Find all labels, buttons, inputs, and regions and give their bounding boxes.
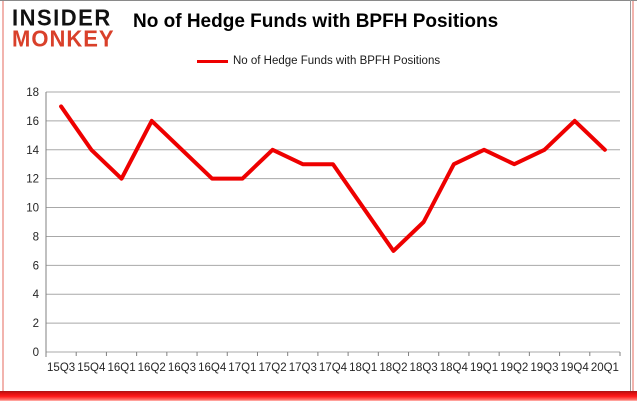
x-axis-tick-label: 16Q2 [138,362,166,374]
x-axis-tick-label: 18Q3 [410,362,438,374]
legend-line-swatch [197,59,228,63]
x-axis-tick-label: 19Q3 [530,362,558,374]
x-axis-tick-label: 17Q3 [289,362,317,374]
legend-label: No of Hedge Funds with BPFH Positions [233,55,441,67]
x-axis-tick-label: 18Q2 [379,362,407,374]
x-axis-tick-label: 16Q1 [107,362,135,374]
y-axis-tick-label: 8 [33,231,39,243]
x-axis-tick-label: 19Q2 [500,362,528,374]
y-axis-tick-label: 6 [33,260,39,272]
logo-word-insider: INSIDER [12,4,112,31]
frame-right-gray-border [630,0,631,392]
x-axis-tick-label: 19Q1 [470,362,498,374]
x-axis-tick-label: 15Q4 [77,362,106,374]
logo-word-monkey: MONKEY [12,25,115,52]
bottom-red-bar [0,391,637,401]
x-axis-tick-label: 16Q4 [198,362,227,374]
insider-monkey-logo: INSIDER MONKEY [12,4,115,52]
x-axis-tick-label: 20Q1 [591,362,619,374]
y-axis-tick-label: 16 [26,116,39,128]
y-axis-tick-label: 10 [26,203,39,215]
series-line [59,104,607,253]
frame-right-pink-border [632,1,634,393]
frame-top-border [0,0,637,1]
x-axis-tick-label: 18Q1 [349,362,377,374]
chart-legend: No of Hedge Funds with BPFH Positions [197,55,440,67]
x-axis-tick-label: 18Q4 [440,362,469,374]
y-axis-tick-label: 18 [26,87,39,99]
x-axis-tick-label: 17Q4 [319,362,348,374]
x-axis-tick-label: 17Q2 [259,362,287,374]
y-axis-tick-label: 12 [26,174,39,186]
x-axis-tick-label: 15Q3 [47,362,75,374]
chart-title: No of Hedge Funds with BPFH Positions [133,11,499,32]
y-axis-tick-label: 14 [26,145,39,157]
y-axis-tick-label: 4 [33,289,40,301]
y-axis-tick-label: 0 [33,347,39,359]
frame-left-border [2,1,4,393]
y-axis-tick-label: 2 [33,318,39,330]
x-axis-tick-label: 17Q1 [228,362,256,374]
x-axis-tick-label: 16Q3 [168,362,196,374]
x-axis-tick-label: 19Q4 [561,362,590,374]
